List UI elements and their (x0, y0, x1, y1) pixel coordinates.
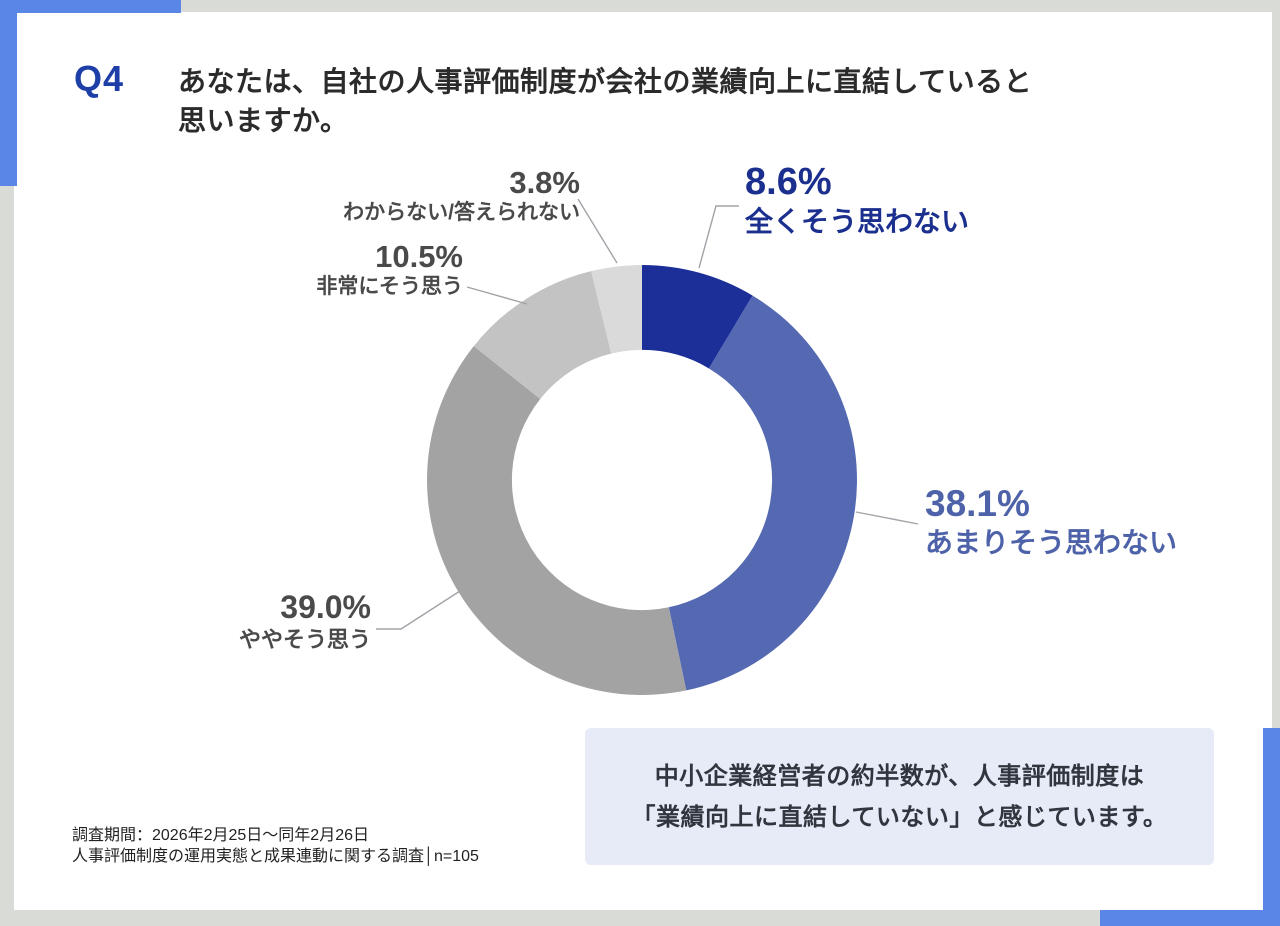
segment-name-somewhat-agree: ややそう思う (238, 626, 371, 652)
donut-segment-3 (473, 271, 612, 399)
donut-segment-1 (668, 295, 857, 691)
segment-label-not-at-all: 8.6% 全くそう思わない (745, 161, 970, 238)
segment-name-strongly-agree: 非常にそう思う (316, 275, 463, 299)
question-title-line1: あなたは、自社の人事評価制度が会社の業績向上に直結していると (178, 66, 1033, 97)
survey-source-note: 調査期間：2026年2月25日～同年2月26日 人事評価制度の運用実態と成果連動… (72, 825, 479, 867)
donut-segment-0 (642, 265, 753, 369)
accent-bar-bottom-horizontal (1100, 910, 1280, 926)
segment-name-dont-know: わからない/答えられない (343, 201, 580, 225)
summary-line2: 「業績向上に直結していない」と感じています。 (631, 803, 1168, 831)
survey-period: 調査期間：2026年2月25日～同年2月26日 (72, 827, 369, 844)
segment-name-not-really: あまりそう思わない (925, 526, 1178, 558)
question-title-line2: 思いますか。 (178, 105, 349, 136)
segment-value-strongly-agree: 10.5% (375, 239, 463, 274)
survey-name-sample: 人事評価制度の運用実態と成果連動に関する調査│n=105 (72, 848, 479, 865)
segment-value-somewhat-agree: 39.0% (280, 589, 371, 625)
segment-name-not-at-all: 全くそう思わない (745, 206, 970, 238)
donut-segment-2 (427, 346, 687, 695)
donut-segment-4 (591, 265, 642, 354)
question-number: Q4 (74, 58, 125, 99)
segment-label-not-really: 38.1% あまりそう思わない (925, 484, 1177, 558)
summary-line1: 中小企業経営者の約半数が、人事評価制度は (654, 762, 1145, 790)
segment-value-dont-know: 3.8% (509, 165, 580, 200)
segment-label-dont-know: 3.8% わからない/答えられない (343, 166, 580, 225)
donut-chart (427, 265, 857, 695)
segment-value-not-at-all: 8.6% (745, 161, 832, 203)
accent-bar-bottom-vertical (1263, 728, 1280, 926)
segment-label-somewhat-agree: 39.0% ややそう思う (239, 590, 371, 651)
summary-callout: 中小企業経営者の約半数が、人事評価制度は 「業績向上に直結していない」と感じてい… (585, 728, 1214, 865)
question-title: あなたは、自社の人事評価制度が会社の業績向上に直結していると 思いますか。 (178, 62, 1198, 140)
accent-bar-top-horizontal (0, 0, 181, 13)
segment-label-strongly-agree: 10.5% 非常にそう思う (316, 240, 463, 299)
segment-value-not-really: 38.1% (925, 483, 1030, 524)
accent-bar-top-vertical (0, 0, 17, 186)
